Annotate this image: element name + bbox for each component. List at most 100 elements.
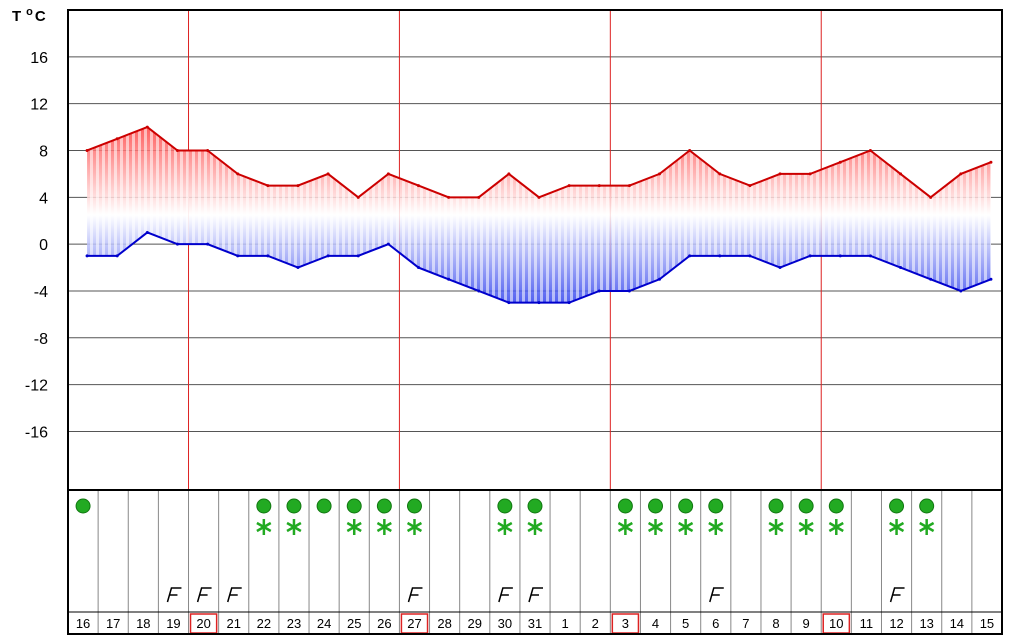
day-label: 11	[860, 616, 874, 631]
snowflake-icon	[527, 519, 543, 535]
min-temperature-point	[627, 289, 631, 293]
wind-flag-icon	[498, 587, 513, 603]
day-label: 15	[980, 616, 994, 631]
wind-flag-icon	[196, 587, 212, 603]
max-temperature-point	[778, 172, 782, 176]
snowflake-stroke	[828, 521, 844, 533]
rain-dot-icon	[527, 498, 543, 514]
rain-dot-icon	[889, 498, 905, 514]
snowflake-icon	[828, 519, 844, 535]
max-temperature-point	[838, 160, 842, 164]
snowflake-stroke	[768, 521, 784, 533]
y-tick-label: 4	[39, 190, 48, 207]
day-label: 28	[437, 616, 451, 631]
snowflake-stroke	[406, 521, 423, 533]
snowflake-icon	[678, 519, 694, 535]
snowflake-stroke	[256, 521, 272, 533]
day-label: 17	[106, 616, 120, 631]
snowflake-stroke	[376, 521, 392, 533]
wind-flag-icon	[528, 587, 543, 603]
snowflake-icon	[919, 519, 935, 535]
max-temperature-point	[567, 184, 571, 188]
y-tick-label: 8	[39, 143, 48, 160]
day-label: 24	[317, 616, 331, 631]
rain-dot-icon	[708, 498, 724, 514]
rain-dot-icon	[286, 498, 302, 514]
min-temperature-point	[959, 289, 963, 293]
day-label: 14	[950, 616, 964, 631]
min-temperature-point	[356, 254, 360, 258]
day-label: 5	[682, 616, 689, 631]
max-temperature-point	[718, 172, 722, 176]
day-label: 25	[347, 616, 361, 631]
min-temperature-point	[778, 266, 782, 270]
day-label: 27	[407, 616, 421, 631]
y-tick-label: 0	[39, 237, 48, 254]
day-label: 29	[468, 616, 482, 631]
max-temperature-point	[627, 184, 631, 188]
snowflake-stroke	[497, 521, 513, 533]
rain-dot-icon	[798, 498, 814, 514]
min-temperature-point	[416, 266, 420, 270]
rain-dot-icon	[376, 498, 392, 514]
snowflake-icon	[286, 519, 302, 535]
min-temperature-point	[175, 242, 179, 246]
max-temperature-point	[537, 195, 541, 199]
snowflake-stroke	[919, 521, 935, 533]
min-temperature-point	[597, 289, 601, 293]
min-temperature-point	[115, 254, 119, 258]
snowflake-icon	[708, 519, 724, 535]
wind-flag-icon	[709, 587, 724, 603]
wind-flag-icon	[166, 587, 182, 603]
max-temperature-point	[507, 172, 511, 176]
max-temperature-point	[296, 184, 300, 188]
snowflake-icon	[647, 519, 664, 535]
rain-dot-icon	[75, 498, 91, 514]
day-label: 23	[287, 616, 301, 631]
rain-dot-icon	[678, 498, 694, 514]
day-label: 10	[829, 616, 843, 631]
rain-dot-icon	[497, 498, 513, 514]
min-temperature-point	[658, 277, 662, 281]
day-label: 1	[562, 616, 569, 631]
day-label: 20	[196, 616, 210, 631]
min-temperature-point	[326, 254, 330, 258]
min-temperature-point	[386, 242, 390, 246]
y-tick-label: -16	[25, 424, 48, 441]
snowflake-stroke	[617, 521, 633, 533]
snowflake-icon	[346, 519, 362, 535]
rain-dot-icon	[919, 498, 935, 514]
snowflake-stroke	[678, 521, 694, 533]
min-temperature-point	[206, 242, 210, 246]
min-temperature-point	[718, 254, 722, 258]
max-temperature-point	[145, 125, 149, 129]
min-temperature-point	[899, 266, 903, 270]
snowflake-icon	[888, 519, 905, 535]
min-temperature-point	[266, 254, 270, 258]
snowflake-icon	[798, 519, 814, 535]
max-temperature-point	[688, 148, 692, 152]
y-tick-label: -4	[34, 284, 48, 301]
snowflake-icon	[768, 519, 784, 535]
max-temperature-point	[899, 172, 903, 176]
max-temperature-point	[115, 137, 119, 141]
day-label: 31	[528, 616, 542, 631]
max-temperature-point	[959, 172, 963, 176]
max-temperature-point	[989, 160, 993, 164]
max-temperature-point	[597, 184, 601, 188]
rain-dot-icon	[768, 498, 784, 514]
min-temperature-point	[507, 301, 511, 305]
max-temperature-point	[868, 148, 872, 152]
day-label: 30	[498, 616, 512, 631]
wind-flag-icon	[226, 587, 242, 603]
rain-dot-icon	[316, 498, 332, 514]
day-label: 7	[742, 616, 749, 631]
snowflake-stroke	[346, 521, 362, 533]
snowflake-stroke	[888, 521, 905, 533]
min-temperature-point	[808, 254, 812, 258]
day-label: 8	[772, 616, 779, 631]
snowflake-stroke	[708, 521, 724, 533]
rain-dot-icon	[256, 498, 272, 514]
snowflake-icon	[376, 519, 392, 535]
max-temperature-point	[658, 172, 662, 176]
